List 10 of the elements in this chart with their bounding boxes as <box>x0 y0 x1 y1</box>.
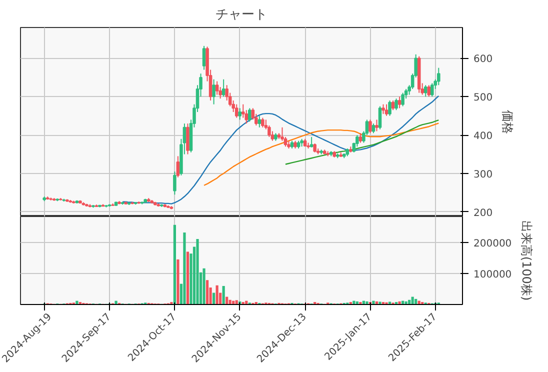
y-tick-label: 200000 <box>474 238 512 250</box>
y-tick-label: 400 <box>474 131 493 142</box>
y-tick-label: 100000 <box>474 270 512 281</box>
y-tick-label: 300 <box>474 169 493 180</box>
chart-title: チャート <box>216 8 268 22</box>
y-axis-title: 出来高(100株) <box>520 220 534 301</box>
y-tick-label: 600 <box>474 54 493 66</box>
y-tick-label: 200 <box>474 208 493 219</box>
y-axis-title: 価格 <box>500 110 515 134</box>
y-tick-label: 500 <box>474 92 493 104</box>
